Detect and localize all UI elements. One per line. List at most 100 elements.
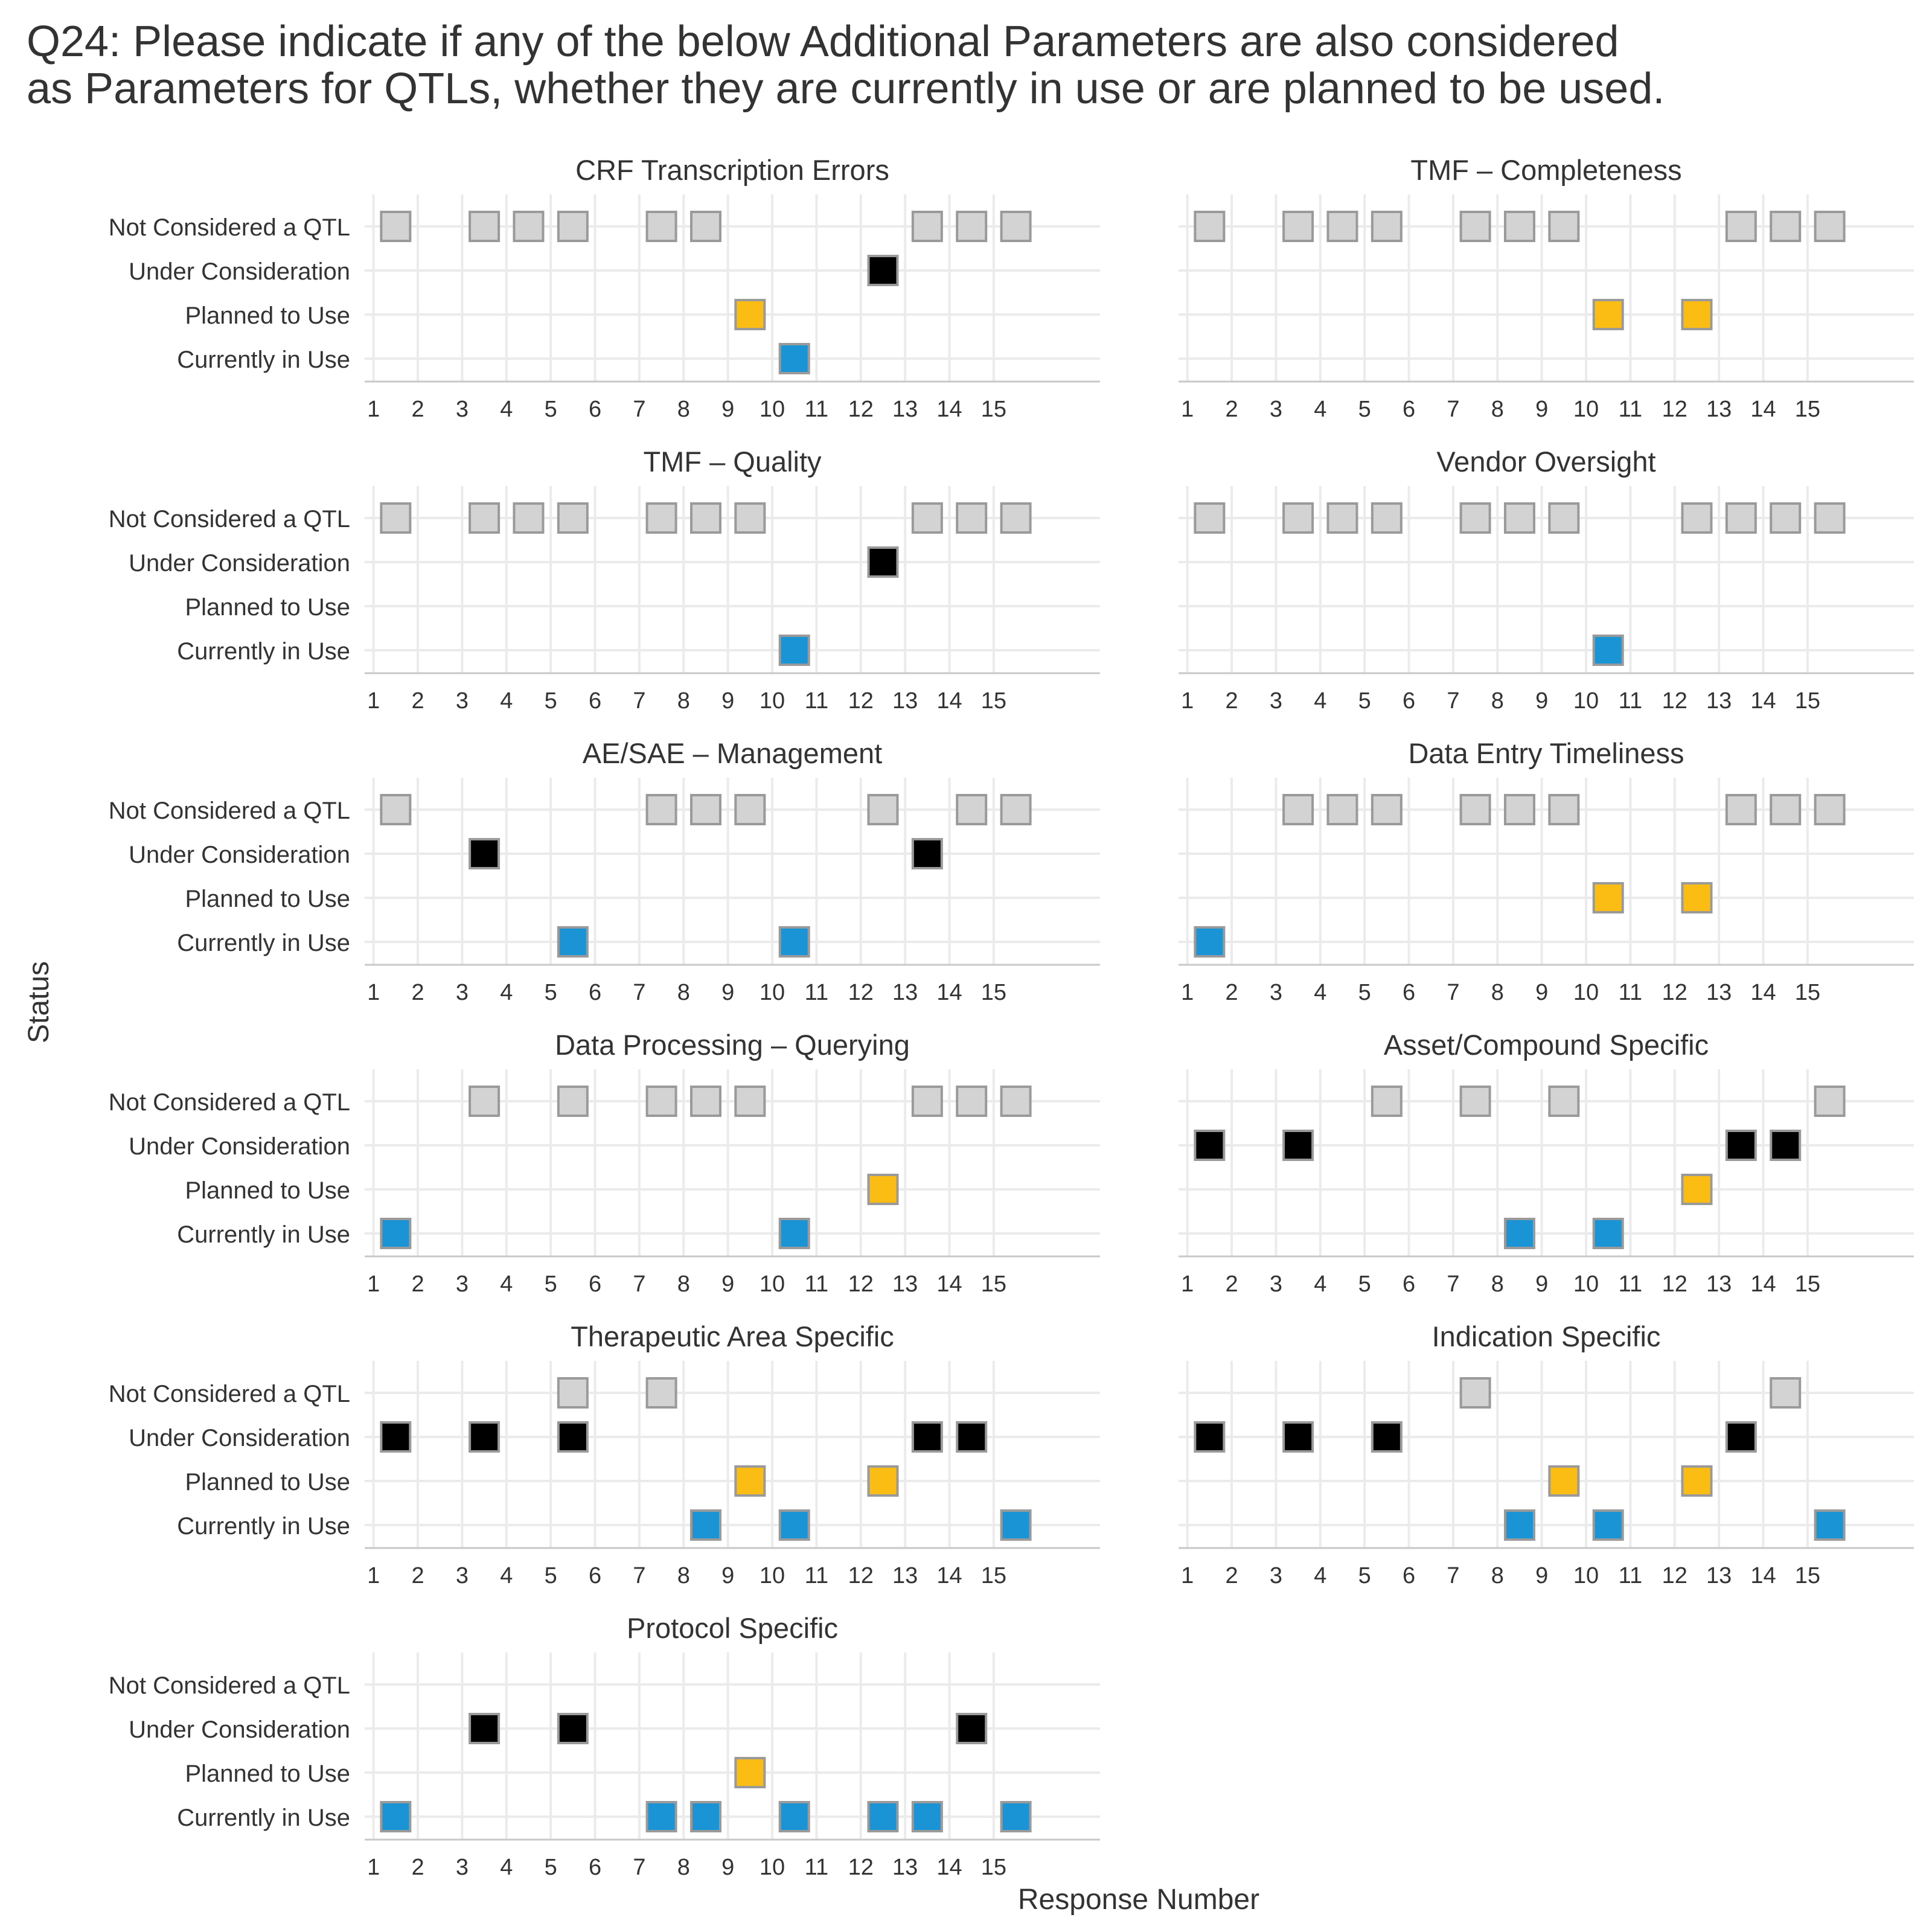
- data-point-marker: [1548, 211, 1580, 242]
- data-point-marker: [1326, 502, 1358, 534]
- x-tick-label: 3: [1270, 397, 1282, 422]
- x-tick-label: 1: [367, 397, 380, 422]
- data-point-marker: [1770, 211, 1802, 242]
- x-tick-label: 15: [1795, 980, 1820, 1005]
- facet-title: CRF Transcription Errors: [575, 154, 889, 186]
- data-point-marker: [956, 1421, 988, 1453]
- x-tick-label: 4: [500, 1271, 513, 1297]
- status-tick-label: Planned to Use: [185, 1177, 350, 1204]
- x-tick-label: 9: [721, 1563, 734, 1588]
- x-tick-label: 4: [500, 980, 513, 1005]
- x-tick-label: 12: [1662, 688, 1687, 714]
- status-tick-label: Under Consideration: [129, 1425, 350, 1451]
- data-point-marker: [734, 502, 766, 534]
- x-tick-label: 10: [760, 688, 785, 714]
- x-tick-label: 2: [411, 1855, 424, 1880]
- x-tick-label: 3: [456, 1563, 469, 1588]
- x-tick-label: 1: [1181, 397, 1194, 422]
- data-point-marker: [689, 1509, 721, 1541]
- x-axis-title: Response Number: [1018, 1884, 1259, 1916]
- x-tick-label: 10: [1573, 1271, 1599, 1297]
- data-point-marker: [1000, 211, 1032, 242]
- data-point-marker: [778, 635, 810, 666]
- x-tick-label: 1: [367, 688, 380, 714]
- data-point-marker: [557, 211, 589, 242]
- data-point-marker: [469, 502, 501, 534]
- data-point-marker: [469, 211, 501, 242]
- x-tick-label: 9: [721, 397, 734, 422]
- x-tick-label: 3: [1270, 688, 1282, 714]
- data-point-marker: [1503, 794, 1535, 825]
- x-tick-label: 11: [805, 1563, 828, 1588]
- x-tick-label: 7: [633, 1563, 645, 1588]
- x-tick-label: 5: [1358, 688, 1371, 714]
- x-tick-label: 5: [1358, 980, 1371, 1005]
- data-point-marker: [513, 502, 545, 534]
- data-point-marker: [380, 794, 412, 825]
- data-point-marker: [1503, 1509, 1535, 1541]
- x-tick-label: 13: [892, 1563, 918, 1588]
- x-tick-label: 10: [760, 1855, 785, 1880]
- x-tick-label: 4: [1314, 1271, 1326, 1297]
- data-point-marker: [1326, 211, 1358, 242]
- data-point-marker: [1770, 1377, 1802, 1409]
- data-point-marker: [1371, 1086, 1403, 1117]
- x-tick-label: 7: [1447, 1271, 1459, 1297]
- data-point-marker: [1592, 299, 1624, 330]
- x-tick-label: 3: [456, 1271, 469, 1297]
- data-point-marker: [911, 1801, 943, 1832]
- data-point-marker: [1814, 1509, 1846, 1541]
- x-tick-label: 14: [1750, 688, 1776, 714]
- x-tick-label: 4: [500, 1563, 513, 1588]
- data-point-marker: [778, 1801, 810, 1832]
- data-point-marker: [513, 211, 545, 242]
- x-tick-label: 12: [1662, 1271, 1687, 1297]
- x-tick-label: 13: [1706, 688, 1732, 714]
- x-tick-label: 15: [981, 1855, 1006, 1880]
- x-tick-label: 12: [848, 980, 874, 1005]
- x-tick-label: 8: [1491, 397, 1504, 422]
- data-point-marker: [956, 794, 988, 825]
- data-point-marker: [1503, 211, 1535, 242]
- x-tick-label: 10: [760, 1563, 785, 1588]
- data-point-marker: [1725, 1130, 1757, 1161]
- data-point-marker: [956, 502, 988, 534]
- x-tick-label: 14: [936, 1563, 962, 1588]
- x-tick-label: 11: [1619, 688, 1642, 714]
- data-point-marker: [911, 1086, 943, 1117]
- data-point-marker: [1282, 1130, 1314, 1161]
- x-tick-label: 7: [633, 397, 645, 422]
- facet-title: Asset/Compound Specific: [1384, 1029, 1709, 1061]
- x-tick-label: 12: [848, 688, 874, 714]
- x-tick-label: 5: [1358, 1563, 1371, 1588]
- x-tick-label: 15: [1795, 1271, 1820, 1297]
- facet-title: Indication Specific: [1432, 1320, 1661, 1352]
- data-point-marker: [557, 502, 589, 534]
- data-point-marker: [1282, 1421, 1314, 1453]
- x-tick-label: 5: [1358, 1271, 1371, 1297]
- data-point-marker: [867, 1465, 899, 1497]
- x-tick-label: 14: [936, 1271, 962, 1297]
- x-tick-label: 13: [1706, 1271, 1732, 1297]
- x-tick-label: 12: [848, 1563, 874, 1588]
- x-tick-label: 6: [1403, 1271, 1415, 1297]
- facet-title: TMF – Quality: [643, 446, 822, 478]
- data-point-marker: [689, 502, 721, 534]
- x-tick-label: 2: [411, 1563, 424, 1588]
- x-tick-label: 9: [721, 1855, 734, 1880]
- x-tick-label: 11: [805, 980, 828, 1005]
- x-tick-label: 13: [892, 397, 918, 422]
- x-tick-label: 6: [589, 980, 601, 1005]
- x-tick-label: 1: [367, 1855, 380, 1880]
- data-point-marker: [1548, 794, 1580, 825]
- x-tick-label: 1: [1181, 688, 1194, 714]
- data-point-marker: [1681, 882, 1713, 913]
- data-point-marker: [1592, 1509, 1624, 1541]
- x-tick-label: 15: [981, 688, 1006, 714]
- x-tick-label: 3: [1270, 980, 1282, 1005]
- facet-title: Vendor Oversight: [1436, 446, 1655, 478]
- x-tick-label: 14: [936, 688, 962, 714]
